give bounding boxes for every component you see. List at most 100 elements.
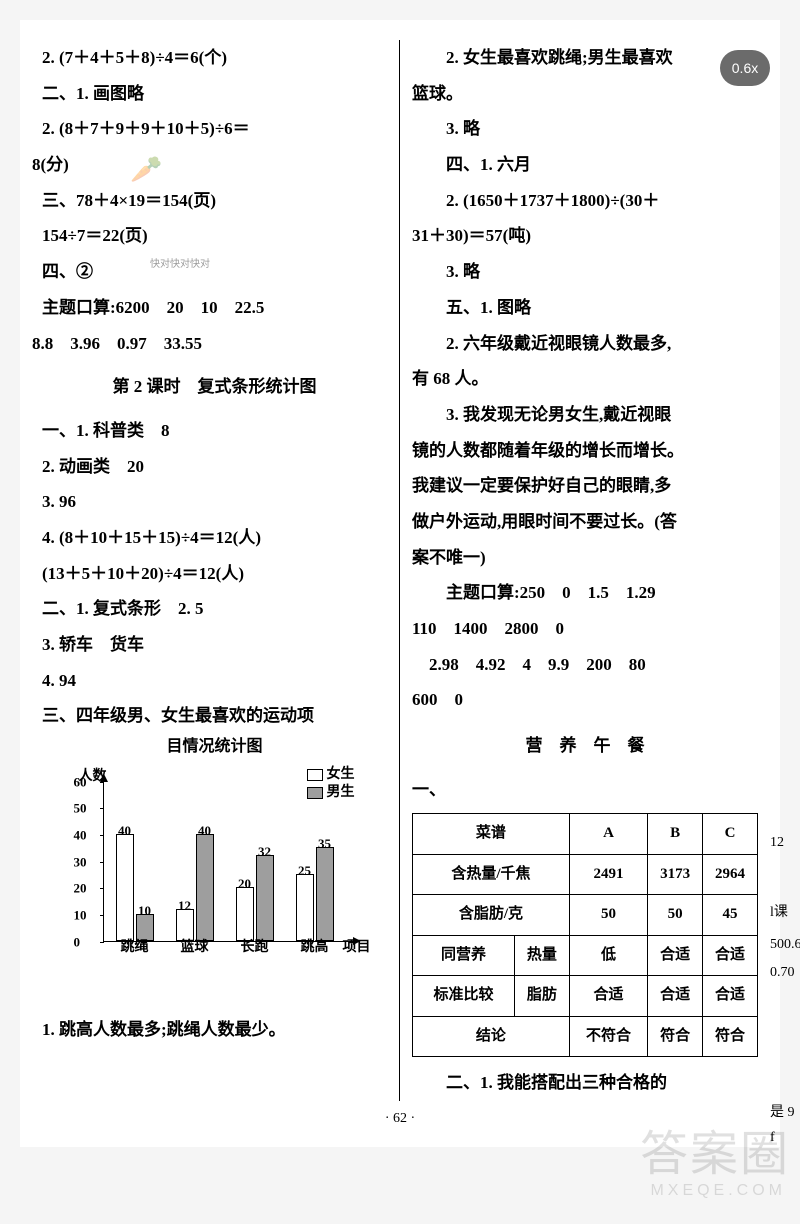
zoom-badge: 0.6x [720, 50, 770, 86]
table-cell: 含脂肪/克 [413, 895, 570, 936]
x-category-label: 跳高 [290, 933, 340, 962]
text-line: 2. (7＋4＋5＋8)÷4＝6(个) [42, 40, 387, 76]
y-tick-mark [100, 835, 104, 836]
text-line: 一、 [412, 772, 758, 808]
bar-group: 2032 [236, 855, 286, 940]
y-tick-label: 0 [74, 928, 81, 955]
table-cell: 50 [648, 895, 703, 936]
text-line: 3. 轿车 货车 [42, 627, 387, 663]
bar-boy: 32 [256, 855, 274, 940]
text-line: 二、1. 画图略 [42, 76, 387, 112]
text-line: 1. 跳高人数最多;跳绳人数最少。 [42, 1012, 387, 1048]
text-line: 五、1. 图略 [412, 290, 758, 326]
bar-value-label: 10 [138, 897, 151, 924]
side-fragment: 12 [770, 830, 798, 855]
y-axis-arrow-icon [100, 774, 108, 782]
text-line: 2. 女生最喜欢跳绳;男生最喜欢 [412, 40, 758, 76]
text-line: 3. 略 [412, 254, 758, 290]
text-line: 案不唯一) [412, 540, 758, 576]
text-line: 主题口算:250 0 1.5 1.29 [412, 575, 758, 611]
x-category-label: 跳绳 [110, 933, 160, 962]
chart-title: 目情况统计图 [42, 734, 387, 760]
table-cell: 结论 [413, 1016, 570, 1057]
y-tick-mark [100, 862, 104, 863]
bar-boy: 35 [316, 847, 334, 940]
bar-value-label: 12 [178, 892, 191, 919]
text-line: 4. (8＋10＋15＋15)÷4＝12(人) [42, 520, 387, 556]
side-fragment: l课 [770, 900, 798, 925]
text-line: 2. (1650＋1737＋1800)÷(30＋ [412, 183, 758, 219]
bar-group: 2535 [296, 847, 346, 940]
text-line: 3. 我发现无论男女生,戴近视眼 [412, 397, 758, 433]
text-line: 4. 94 [42, 663, 387, 699]
side-fragment: 0.70 [770, 960, 798, 985]
text-line: 做户外运动,用眼时间不要过长。(答 [412, 504, 758, 540]
text-line: 三、78＋4×19＝154(页) [42, 183, 387, 219]
text-line: 2.98 4.92 4 9.9 200 80 [412, 647, 758, 683]
table-cell: 热量 [514, 935, 569, 976]
table-header: C [703, 814, 758, 855]
text-line: 8.8 3.96 0.97 33.55 [42, 326, 387, 362]
table-cell: 45 [703, 895, 758, 936]
watermark-small-note: 快对快对快对 [150, 260, 210, 270]
text-line: 有 68 人。 [412, 361, 758, 397]
bar-girl: 40 [116, 834, 134, 941]
y-tick-label: 30 [74, 848, 87, 875]
table-row: 标准比较 脂肪 合适 合适 合适 [413, 976, 758, 1017]
bar-group: 4010 [116, 834, 166, 941]
table-cell: 2964 [703, 854, 758, 895]
y-tick-mark [100, 942, 104, 943]
table-cell: 2491 [569, 854, 647, 895]
bar-boy: 40 [196, 834, 214, 941]
text-line: 四、1. 六月 [412, 147, 758, 183]
plot-area: 项目 01020304050604010跳绳1240篮球2032长跑2535跳高 [103, 782, 353, 942]
x-axis-title: 项目 [343, 933, 371, 962]
table-cell: 3173 [648, 854, 703, 895]
legend-swatch-girl [307, 769, 323, 781]
x-category-label: 长跑 [230, 933, 280, 962]
table-cell: 符合 [648, 1016, 703, 1057]
text-line: 镜的人数都随着年级的增长而增长。 [412, 433, 758, 469]
bar-value-label: 35 [318, 830, 331, 857]
y-tick-mark [100, 808, 104, 809]
text-line: 3. 略 [412, 111, 758, 147]
menu-table: 菜谱 A B C 含热量/千焦 2491 3173 2964 含脂肪/克 50 … [412, 813, 758, 1057]
table-cell: 50 [569, 895, 647, 936]
two-column-layout: 2. (7＋4＋5＋8)÷4＝6(个) 二、1. 画图略 2. (8＋7＋9＋9… [30, 40, 770, 1101]
table-cell: 低 [569, 935, 647, 976]
table-row: 结论 不符合 符合 符合 [413, 1016, 758, 1057]
y-tick-label: 40 [74, 821, 87, 848]
table-cell: 脂肪 [514, 976, 569, 1017]
text-line: 2. (8＋7＋9＋9＋10＋5)÷6＝ [42, 111, 387, 147]
text-line: 3. 96 [42, 484, 387, 520]
text-line: 二、1. 复式条形 2. 5 [42, 591, 387, 627]
table-cell: 合适 [648, 976, 703, 1017]
text-line: 2. 六年级戴近视眼镜人数最多, [412, 326, 758, 362]
y-tick-label: 50 [74, 795, 87, 822]
y-tick-label: 10 [74, 901, 87, 928]
table-header: A [569, 814, 647, 855]
watermark-sub: MXEQE.COM [650, 1182, 786, 1200]
x-category-label: 篮球 [170, 933, 220, 962]
text-line: 我建议一定要保护好自己的眼睛,多 [412, 468, 758, 504]
text-line: 三、四年级男、女生最喜欢的运动项 [42, 698, 387, 734]
side-fragment: 是 9 f [770, 1100, 798, 1150]
y-tick-label: 60 [74, 768, 87, 795]
y-tick-mark [100, 782, 104, 783]
text-line: 一、1. 科普类 8 [42, 413, 387, 449]
page-number: · 62 · [30, 1111, 770, 1127]
table-cell: 合适 [569, 976, 647, 1017]
bar-value-label: 25 [298, 857, 311, 884]
table-cell: 标准比较 [413, 976, 515, 1017]
text-line: 600 0 [412, 682, 758, 718]
bar-value-label: 40 [118, 817, 131, 844]
table-cell: 合适 [703, 935, 758, 976]
table-header: B [648, 814, 703, 855]
lesson-title: 第 2 课时 复式条形统计图 [42, 369, 387, 405]
text-line: 篮球。 [412, 76, 758, 112]
bar-girl: 25 [296, 874, 314, 941]
bar-group: 1240 [176, 834, 226, 941]
table-row: 含热量/千焦 2491 3173 2964 [413, 854, 758, 895]
table-cell: 符合 [703, 1016, 758, 1057]
carrot-icon: 🥕 [130, 155, 162, 185]
